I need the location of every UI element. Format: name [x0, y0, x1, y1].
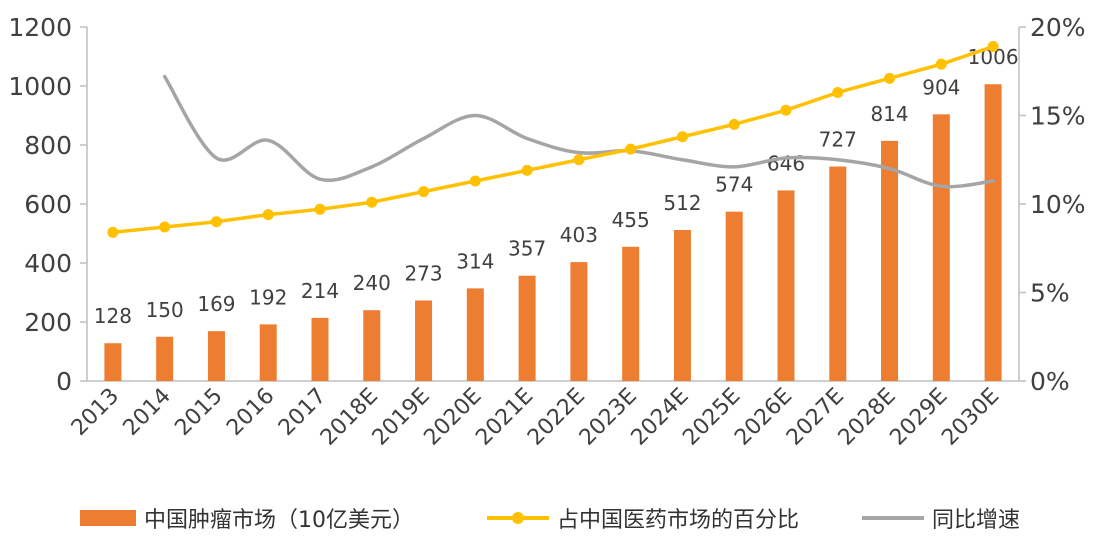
x-tick-label: 2022E	[523, 384, 590, 451]
legend-swatch-growth	[862, 510, 924, 526]
market-share-point	[625, 143, 637, 155]
legend-item-market: 中国肿瘤市场（10亿美元）	[80, 500, 414, 536]
bar-data-label: 357	[508, 237, 546, 261]
market-share-point	[366, 196, 378, 208]
legend-swatch-share	[487, 510, 549, 526]
bar	[725, 211, 743, 381]
legend-label-market: 中国肿瘤市场（10亿美元）	[144, 508, 414, 533]
x-tick-label: 2016	[222, 384, 279, 441]
bar	[829, 166, 847, 381]
market-share-point	[314, 203, 326, 215]
bar-data-label: 192	[249, 285, 287, 309]
bar	[156, 336, 174, 381]
bar	[777, 190, 795, 381]
x-tick-label: 2019E	[368, 384, 435, 451]
bar-data-label: 727	[819, 128, 857, 152]
y-left-tick-label: 1200	[8, 13, 72, 42]
market-share-point	[987, 40, 999, 52]
bar	[518, 275, 536, 381]
bar-data-label: 314	[456, 249, 494, 273]
bar	[622, 246, 640, 381]
market-share-point	[676, 131, 688, 143]
y-left-tick-label: 200	[24, 308, 72, 337]
y-right-tick-label: 10%	[1030, 190, 1086, 219]
legend-item-share: 占中国医药市场的百分比	[487, 500, 799, 536]
growth-rate-line	[162, 74, 995, 189]
market-share-point	[159, 221, 171, 233]
x-tick-label: 2021E	[471, 384, 538, 451]
x-tick-label: 2020E	[419, 384, 486, 451]
bar	[673, 229, 691, 381]
x-tick-label: 2023E	[575, 384, 642, 451]
legend-swatch-market	[80, 510, 136, 526]
market-share-point	[521, 164, 533, 176]
y-right-tick-label: 0%	[1030, 367, 1070, 396]
bar-data-label: 169	[197, 292, 235, 316]
y-left-tick-label: 800	[24, 131, 72, 160]
bar-data-label: 403	[560, 223, 598, 247]
bar-data-label: 904	[922, 75, 960, 99]
x-tick-label: 2029E	[885, 384, 952, 451]
x-tick-label: 2026E	[730, 384, 797, 451]
bar	[415, 300, 433, 381]
x-tick-label: 2030E	[937, 384, 1004, 451]
y-left-tick-label: 600	[24, 190, 72, 219]
bar	[363, 310, 381, 381]
bar	[311, 317, 329, 381]
bar-data-label: 646	[767, 151, 805, 175]
bar	[570, 262, 588, 381]
bar	[932, 114, 950, 381]
chart-svg: 0 200 400 600 800 1000 1200 0% 5% 10% 15% 20% 128 150…	[8, 13, 1086, 451]
y-left-tick-label: 0	[56, 367, 72, 396]
legend-label-share: 占中国医药市场的百分比	[557, 508, 800, 533]
bar-data-label: 512	[663, 191, 701, 215]
y-right-tick-label: 5%	[1030, 279, 1070, 308]
x-tick-label: 2014	[119, 384, 176, 441]
market-share-point	[832, 86, 844, 98]
bar	[466, 288, 484, 381]
bar-data-label: 214	[301, 279, 339, 303]
y-right-tick-label: 20%	[1030, 13, 1086, 42]
bar-data-label: 240	[353, 271, 391, 295]
bar-data-label: 150	[146, 298, 184, 322]
bar-data-label: 574	[715, 173, 753, 197]
bar-data-label: 273	[404, 261, 442, 285]
x-tick-label: 2028E	[834, 384, 901, 451]
y-right-tick-label: 15%	[1030, 102, 1086, 131]
x-tick-label: 2025E	[678, 384, 745, 451]
x-tick-label: 2027E	[782, 384, 849, 451]
bar	[207, 331, 225, 381]
x-tick-label: 2015	[170, 384, 227, 441]
market-share-point	[262, 209, 274, 221]
bar-data-label: 128	[94, 304, 132, 328]
x-tick-label: 2013	[67, 384, 124, 441]
bar-data-label: 814	[870, 102, 908, 126]
chart-legend: 中国肿瘤市场（10亿美元） 占中国医药市场的百分比 同比增速	[0, 500, 1101, 536]
bar-data-label: 455	[612, 208, 650, 232]
y-left-tick-label: 400	[24, 249, 72, 278]
market-share-point	[418, 186, 430, 198]
market-share-point	[107, 226, 119, 238]
bar	[259, 324, 277, 381]
market-share-point	[728, 118, 740, 130]
market-share-line	[112, 44, 994, 235]
market-share-point	[884, 72, 896, 84]
legend-item-growth: 同比增速	[862, 500, 1020, 536]
x-tick-label: 2018E	[316, 384, 383, 451]
bar	[881, 140, 899, 381]
legend-label-growth: 同比增速	[932, 508, 1021, 533]
market-share-point	[780, 104, 792, 116]
market-share-point	[935, 58, 947, 70]
market-share-point	[469, 175, 481, 187]
y-left-tick-label: 1000	[8, 72, 72, 101]
market-share-point	[573, 154, 585, 166]
x-tick-label: 2024E	[627, 384, 694, 451]
bar	[104, 343, 122, 381]
bar	[984, 84, 1002, 381]
market-share-point	[210, 216, 222, 228]
